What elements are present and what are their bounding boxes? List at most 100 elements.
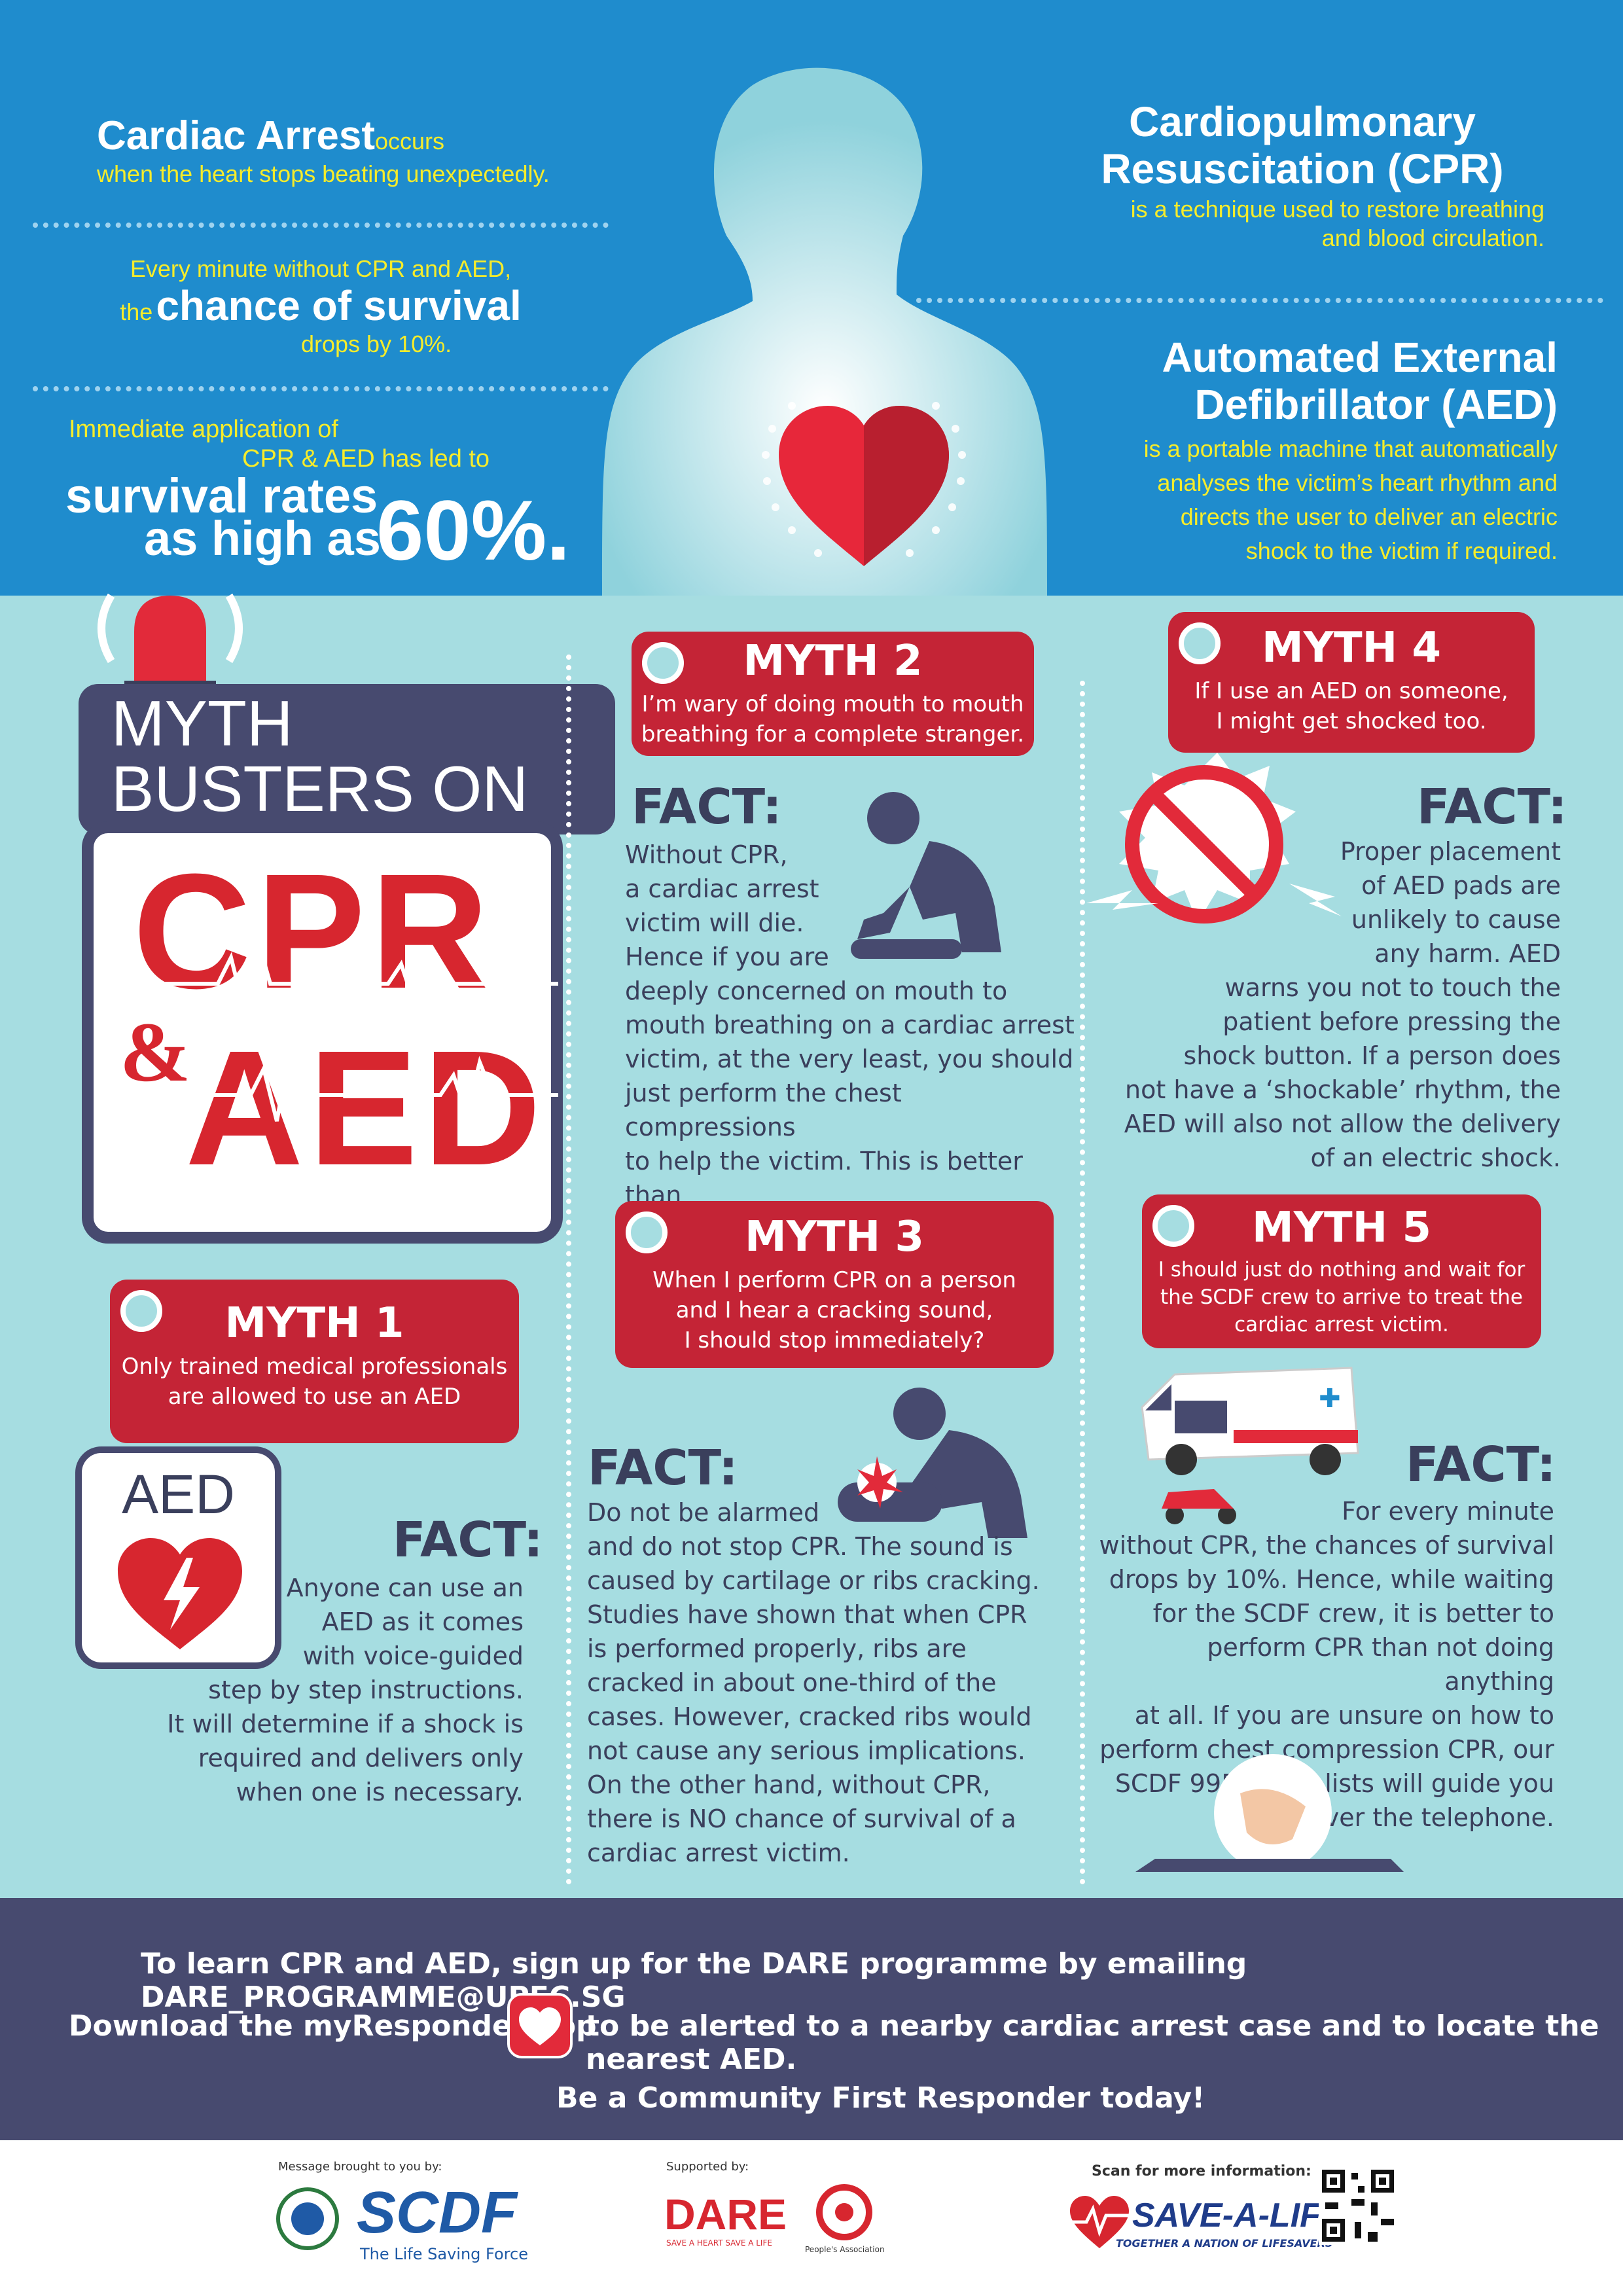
logo-ampersand: & bbox=[120, 1005, 191, 1100]
myth-5-title: MYTH 5 bbox=[1251, 1204, 1432, 1252]
logo-line2: BUSTERS ON bbox=[111, 753, 529, 825]
fact-5-text: For every minute without CPR, the chances… bbox=[1099, 1497, 1554, 1832]
cpr-title: Cardiopulmonary Resuscitation (CPR) bbox=[1041, 98, 1564, 192]
myth-4-dot bbox=[1179, 622, 1221, 664]
minute-line2: the chance of survival bbox=[92, 281, 550, 330]
fact-4-text: Proper placement of AED pads are unlikely … bbox=[1124, 837, 1561, 1172]
scdf-tagline: The Life Saving Force bbox=[360, 2245, 528, 2263]
supported-by-label: Supported by: bbox=[666, 2160, 749, 2174]
survival-line1: survival rates bbox=[65, 469, 378, 523]
myresponder-app-icon[interactable] bbox=[507, 1993, 573, 2058]
fact-1-label: FACT: bbox=[393, 1512, 543, 1568]
cpr-title-line2: Resuscitation (CPR) bbox=[1101, 145, 1504, 192]
immediate-line2: CPR & AED has led to bbox=[242, 445, 490, 473]
cardiac-arrest-title: Cardiac Arrestoccurs bbox=[97, 113, 445, 158]
myth-1-text: Only trained medical professionals are al… bbox=[121, 1354, 508, 1410]
electric-shock-icon bbox=[1086, 753, 1342, 924]
brought-by-label: Message brought to you by: bbox=[278, 2160, 442, 2174]
myth-5-card: MYTH 5 I should just do nothing and wait… bbox=[1142, 1194, 1541, 1348]
cpr-desc-line1: is a technique used to restore breathing bbox=[1130, 196, 1544, 223]
fact-3-label: FACT: bbox=[588, 1440, 738, 1496]
chest-compression-icon bbox=[838, 1388, 1027, 1538]
chance-of-survival-text: chance of survival bbox=[156, 282, 522, 329]
cta-line2b: to be alerted to a nearby cardiac arrest… bbox=[586, 2009, 1599, 2076]
telephone-cpr-icon bbox=[1135, 1754, 1404, 1872]
save-a-life-tagline: TOGETHER A NATION OF LIFESAVERS bbox=[1116, 2237, 1333, 2250]
cpr-desc: is a technique used to restore breathing… bbox=[1021, 195, 1544, 253]
aed-sign-label: AED bbox=[122, 1463, 235, 1525]
myth-1-card: MYTH 1 Only trained medical professional… bbox=[110, 1280, 519, 1443]
aed-title-line1: Automated External bbox=[1162, 334, 1558, 381]
cpr-title-line1: Cardiopulmonary bbox=[1129, 98, 1476, 145]
fact-5-label: FACT: bbox=[1406, 1437, 1556, 1493]
myth-4-text: If I use an AED on someone, I might get s… bbox=[1194, 678, 1508, 734]
ambulance-icon: ✚ bbox=[1141, 1367, 1359, 1524]
cardiac-occurs-text: occurs bbox=[375, 128, 445, 154]
myth-5-text: I should just do nothing and wait for the… bbox=[1158, 1258, 1525, 1336]
fact-2-text: Without CPR, a cardiac arrest victim will … bbox=[625, 840, 1075, 1244]
myth-3-title: MYTH 3 bbox=[744, 1213, 925, 1261]
fact-3-text: Do not be alarmed and do not stop CPR. Th… bbox=[587, 1498, 1040, 1867]
survival-line2: as high as bbox=[144, 511, 381, 565]
myth-5-dot bbox=[1152, 1205, 1194, 1247]
siren-icon bbox=[98, 593, 243, 694]
myth-2-title: MYTH 2 bbox=[743, 637, 923, 685]
myth-4-card: MYTH 4 If I use an AED on someone, I migh… bbox=[1168, 612, 1535, 753]
fact-4-label: FACT: bbox=[1417, 779, 1567, 835]
aed-title: Automated External Defibrillator (AED) bbox=[1021, 334, 1558, 428]
minute-line3: drops by 10%. bbox=[301, 331, 452, 357]
logo-line1: MYTH bbox=[111, 687, 293, 759]
scdf-logo[interactable]: SCDF bbox=[357, 2180, 517, 2246]
aed-heart-icon bbox=[118, 1538, 242, 1649]
myth-1-dot bbox=[120, 1290, 162, 1332]
myth-3-card: MYTH 3 When I perform CPR on a person and… bbox=[615, 1201, 1054, 1368]
aed-desc: is a portable machine that automatically… bbox=[1021, 432, 1558, 568]
cta-band: To learn CPR and AED, sign up for the DA… bbox=[0, 1898, 1623, 2140]
myth-busters-banner: MYTH BUSTERS ON bbox=[79, 684, 615, 834]
aed-sign: AED bbox=[75, 1446, 281, 1669]
cpr-aed-logo-box: CPR & AED bbox=[82, 821, 563, 1244]
fact-1-text: Anyone can use an AED as it comes with voi… bbox=[167, 1573, 524, 1806]
qr-code-icon[interactable] bbox=[1319, 2166, 1397, 2245]
survival-percent: 60%. bbox=[376, 482, 571, 578]
divider bbox=[33, 223, 609, 228]
save-a-life-logo[interactable]: SAVE-A-LIFE bbox=[1132, 2197, 1344, 2234]
minute-the-text: the bbox=[120, 298, 153, 325]
logo-aed: AED bbox=[185, 1016, 546, 1199]
myth-3-text: When I perform CPR on a person and I hear… bbox=[652, 1267, 1016, 1354]
divider bbox=[916, 298, 1603, 303]
aed-title-line2: Defibrillator (AED) bbox=[1194, 381, 1558, 428]
fact-2-label: FACT: bbox=[632, 779, 782, 835]
pa-label: People's Association bbox=[805, 2245, 885, 2254]
aed-desc-line2: analyses the victim’s heart rhythm and bbox=[1157, 469, 1558, 496]
cardiac-arrest-desc: when the heart stops beating unexpectedl… bbox=[97, 160, 550, 187]
aed-desc-line1: is a portable machine that automatically bbox=[1143, 435, 1558, 462]
column-divider bbox=[566, 655, 571, 1885]
cpr-desc-line2: and blood circulation. bbox=[1321, 224, 1544, 251]
aed-desc-line4: shock to the victim if required. bbox=[1245, 537, 1558, 564]
cpr-person-icon bbox=[851, 792, 1001, 959]
logo-cpr: CPR bbox=[133, 840, 494, 1022]
column-divider bbox=[1080, 681, 1085, 1885]
myth-3-dot bbox=[626, 1211, 668, 1253]
dare-logo[interactable]: DARE bbox=[664, 2190, 787, 2238]
myth-2-text: I’m wary of doing mouth to mouth breathin… bbox=[641, 691, 1025, 747]
cta-line1: To learn CPR and AED, sign up for the DA… bbox=[141, 1947, 1247, 2014]
divider bbox=[33, 386, 609, 391]
save-a-life-heart-icon bbox=[1067, 2196, 1132, 2248]
pa-logo-icon[interactable] bbox=[815, 2183, 874, 2242]
myth-2-card: MYTH 2 I’m wary of doing mouth to mouth b… bbox=[632, 632, 1034, 756]
dare-tagline: SAVE A HEART SAVE A LIFE bbox=[666, 2238, 772, 2248]
cta-line3: Be a Community First Responder today! bbox=[556, 2081, 1205, 2115]
heart-icon bbox=[762, 402, 966, 566]
immediate-line1: Immediate application of bbox=[69, 416, 338, 443]
minute-line1: Every minute without CPR and AED, bbox=[130, 255, 512, 282]
ecg-line-icon bbox=[100, 937, 558, 1122]
scan-label: Scan for more information: bbox=[1092, 2163, 1311, 2179]
svg-text:✚: ✚ bbox=[1319, 1384, 1341, 1414]
myth-2-dot bbox=[642, 642, 684, 684]
myth-4-title: MYTH 4 bbox=[1261, 624, 1442, 672]
aed-desc-line3: directs the user to deliver an electric bbox=[1180, 503, 1558, 530]
scdf-crest-icon bbox=[276, 2187, 339, 2250]
myth-1-title: MYTH 1 bbox=[224, 1299, 404, 1348]
